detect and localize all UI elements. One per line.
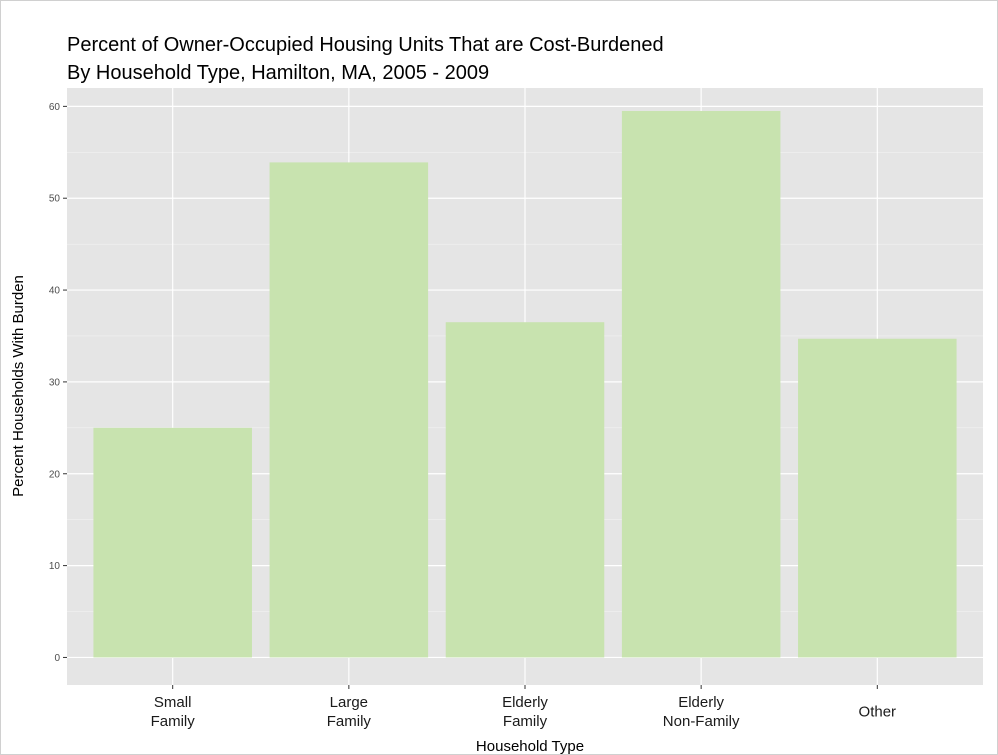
y-tick-label: 0 <box>54 653 60 664</box>
bar <box>445 322 605 658</box>
y-tick-label: 50 <box>49 194 61 205</box>
y-tick-label: 40 <box>49 286 61 297</box>
x-tick-label: Large Family <box>326 694 371 730</box>
x-tick-label: Other <box>858 703 897 721</box>
bar <box>798 338 957 658</box>
y-axis-label: Percent Households With Burden <box>10 275 27 497</box>
x-tick-label: Small Family <box>150 694 195 730</box>
bar <box>269 162 429 658</box>
chart-title: Percent of Owner-Occupied Housing Units … <box>67 34 664 56</box>
bar <box>93 427 252 658</box>
y-tick-label: 10 <box>49 561 61 572</box>
y-tick-label: 20 <box>49 469 61 480</box>
x-axis-label: Household Type <box>476 738 584 755</box>
bar <box>621 110 781 658</box>
chart-subtitle: By Household Type, Hamilton, MA, 2005 - … <box>67 62 489 84</box>
x-tick-label: Elderly Non-Family <box>662 694 740 730</box>
y-tick-label: 30 <box>49 377 61 388</box>
x-tick-label: Elderly Family <box>502 694 548 730</box>
y-tick-label: 60 <box>49 102 61 113</box>
